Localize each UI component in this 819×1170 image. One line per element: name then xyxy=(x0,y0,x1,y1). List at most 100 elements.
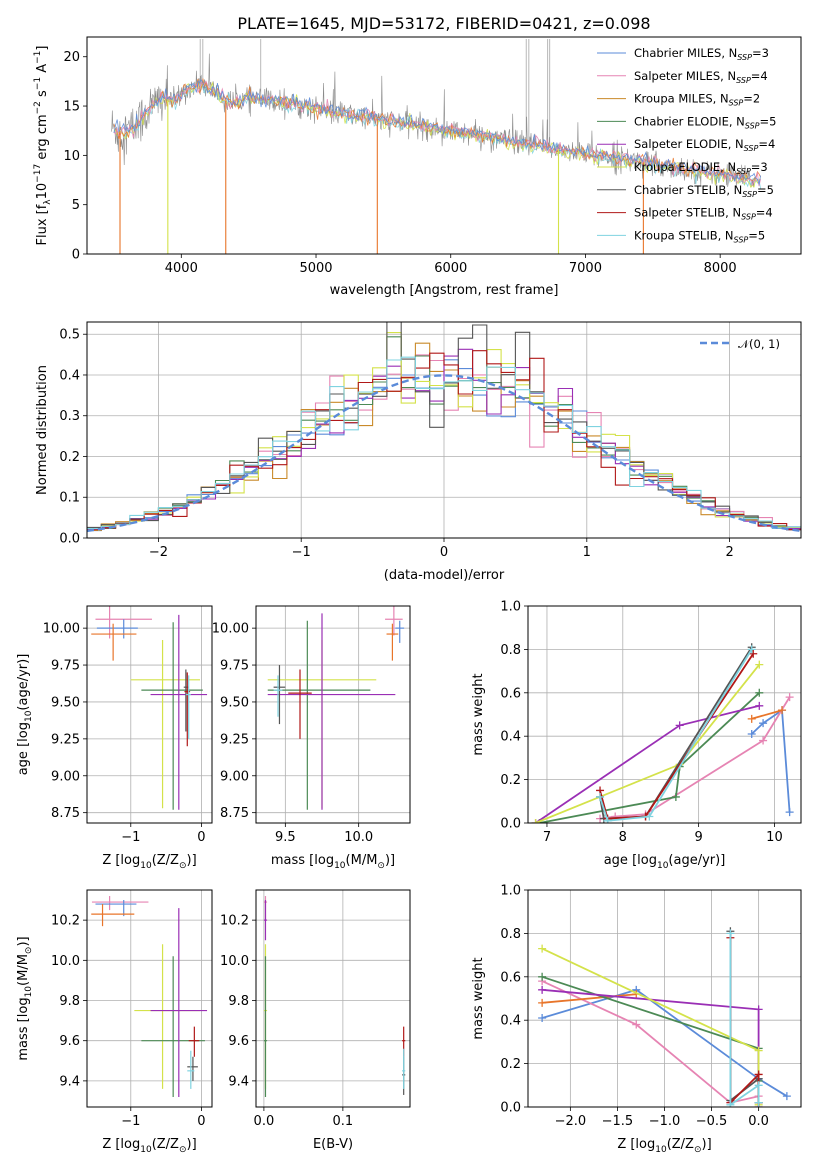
y-tick-label: 9.00 xyxy=(51,769,80,784)
series-point xyxy=(726,1100,735,1107)
series-point xyxy=(603,816,612,823)
x-tick-label: −1 xyxy=(121,830,140,845)
series-line xyxy=(541,988,788,1097)
y-axis-label: mass [log10(M/M⊙)] xyxy=(16,936,34,1060)
x-tick-label: 8000 xyxy=(704,261,737,276)
y-tick-label: 9.8 xyxy=(59,994,80,1009)
series-point xyxy=(671,792,680,801)
chart-title: PLATE=1645, MJD=53172, FIBERID=0421, z=0… xyxy=(237,14,650,33)
series-point xyxy=(759,736,768,745)
legend-entry: Kroupa MILES, NSSP=2 xyxy=(634,92,760,108)
x-axis-label: wavelength [Angstrom, rest frame] xyxy=(330,283,559,298)
y-tick-label: 10.0 xyxy=(220,954,249,969)
legend-entry: Kroupa ELODIE, NSSP=3 xyxy=(634,160,768,176)
y-tick-label: 0.0 xyxy=(500,817,521,832)
y-tick-label: 1.0 xyxy=(500,600,521,615)
y-tick-label: 9.25 xyxy=(220,732,249,747)
histogram-step xyxy=(87,350,801,531)
x-tick-label: −1.0 xyxy=(649,1114,681,1129)
series-point xyxy=(645,812,654,821)
x-tick-label: 0.0 xyxy=(748,1114,769,1129)
y-tick-label: 0.3 xyxy=(59,409,80,424)
y-tick-label: 8.75 xyxy=(220,806,249,821)
x-tick-label: 0 xyxy=(197,830,205,845)
series-line xyxy=(539,692,760,823)
axes-ebv-mass: 0.0 0.1 9.4 9.6 9.8 10.0 10.2 E(B-V) xyxy=(220,889,411,1152)
series-point xyxy=(538,1014,547,1023)
x-tick-label: 2 xyxy=(725,545,733,560)
x-tick-label: 10.0 xyxy=(344,830,373,845)
series-point xyxy=(675,721,684,730)
series-line xyxy=(599,648,753,822)
series-point xyxy=(785,808,794,817)
x-tick-label: 8 xyxy=(619,830,627,845)
plot-area-age-weight xyxy=(531,643,794,823)
series-point xyxy=(747,645,756,654)
series-point xyxy=(749,649,758,658)
x-tick-label: −1 xyxy=(121,1114,140,1129)
series-line xyxy=(542,993,637,1004)
series-line xyxy=(729,933,760,1107)
y-tick-label: 10.00 xyxy=(212,622,249,637)
y-tick-label: 1.0 xyxy=(500,884,521,899)
y-tick-label: 0.0 xyxy=(500,1101,521,1116)
legend-entry: Salpeter STELIB, NSSP=4 xyxy=(634,206,773,222)
y-tick-label: 0 xyxy=(72,248,80,263)
legend-entry: Chabrier ELODIE, NSSP=5 xyxy=(634,114,776,130)
y-tick-label: 10 xyxy=(63,149,80,164)
y-axis-label: Normed distribution xyxy=(35,365,50,495)
y-tick-label: 0.8 xyxy=(500,643,521,658)
y-tick-label: 9.6 xyxy=(59,1034,80,1049)
x-axis-label: Z [log10(Z/Z⊙)] xyxy=(102,853,196,871)
x-tick-label: 1 xyxy=(583,545,591,560)
frame-ebv-mass xyxy=(255,889,411,1108)
y-tick-label: 9.8 xyxy=(228,994,249,1009)
y-tick-label: 0.2 xyxy=(500,773,521,788)
x-tick-label: 4000 xyxy=(165,261,198,276)
y-tick-label: 9.25 xyxy=(51,732,80,747)
x-tick-label: 5000 xyxy=(299,261,332,276)
series-point xyxy=(538,972,547,981)
y-tick-label: 0.1 xyxy=(59,491,80,506)
x-tick-label: 6000 xyxy=(434,261,467,276)
series-point xyxy=(754,1098,763,1107)
y-tick-label: 10.2 xyxy=(220,914,249,929)
legend-entry: Chabrier MILES, NSSP=3 xyxy=(634,46,769,62)
series-point xyxy=(755,660,764,669)
frame-age-weight xyxy=(527,605,802,824)
y-axis-label: Flux [fλ10−17 erg cm−2 s−1 A−1] xyxy=(33,46,53,246)
plot-area-ebv-mass xyxy=(263,896,406,1097)
plot-area-z-weight xyxy=(538,927,791,1107)
frame-z-age xyxy=(86,605,213,824)
legend-entry: Salpeter MILES, NSSP=4 xyxy=(634,69,768,85)
series-point xyxy=(755,688,764,697)
y-tick-label: 9.75 xyxy=(220,659,249,674)
plot-area-residuals xyxy=(87,322,801,533)
y-tick-label: 9.4 xyxy=(59,1074,80,1089)
y-tick-label: 10.0 xyxy=(51,954,80,969)
x-axis-label: Z [log10(Z/Z⊙)] xyxy=(617,1137,711,1155)
series-point xyxy=(747,730,756,739)
y-axis-label: mass weight xyxy=(471,673,486,755)
histogram-step xyxy=(87,356,801,530)
x-tick-label: 7 xyxy=(543,830,551,845)
x-axis-label: E(B-V) xyxy=(313,1137,353,1152)
x-tick-label: 10 xyxy=(766,830,783,845)
y-tick-label: 9.00 xyxy=(220,769,249,784)
x-tick-label: 0 xyxy=(197,1114,205,1129)
y-tick-label: 9.50 xyxy=(220,695,249,710)
series-point xyxy=(632,1020,641,1029)
y-tick-label: 0.4 xyxy=(500,1014,521,1029)
series-line xyxy=(751,709,783,720)
chart-layer: 4000 5000 6000 7000 800005101520PLATE=1645, … xyxy=(16,14,802,1155)
series-point xyxy=(538,944,547,953)
series-point xyxy=(538,998,547,1007)
axes-z-age: −1 0 8.75 9.00 9.25 9.50 9.75 10.00 Z [log10(Z/Z… xyxy=(16,605,213,871)
y-tick-label: 9.6 xyxy=(228,1034,249,1049)
series-point xyxy=(531,819,540,823)
plot-area-z-age xyxy=(91,606,208,810)
x-tick-label: 9 xyxy=(694,830,702,845)
y-tick-label: 10.00 xyxy=(43,622,80,637)
axes-spectrum: 4000 5000 6000 7000 8000 0 5 10 15 20 PLATE=1645, … xyxy=(33,14,802,298)
series-point xyxy=(759,719,768,728)
